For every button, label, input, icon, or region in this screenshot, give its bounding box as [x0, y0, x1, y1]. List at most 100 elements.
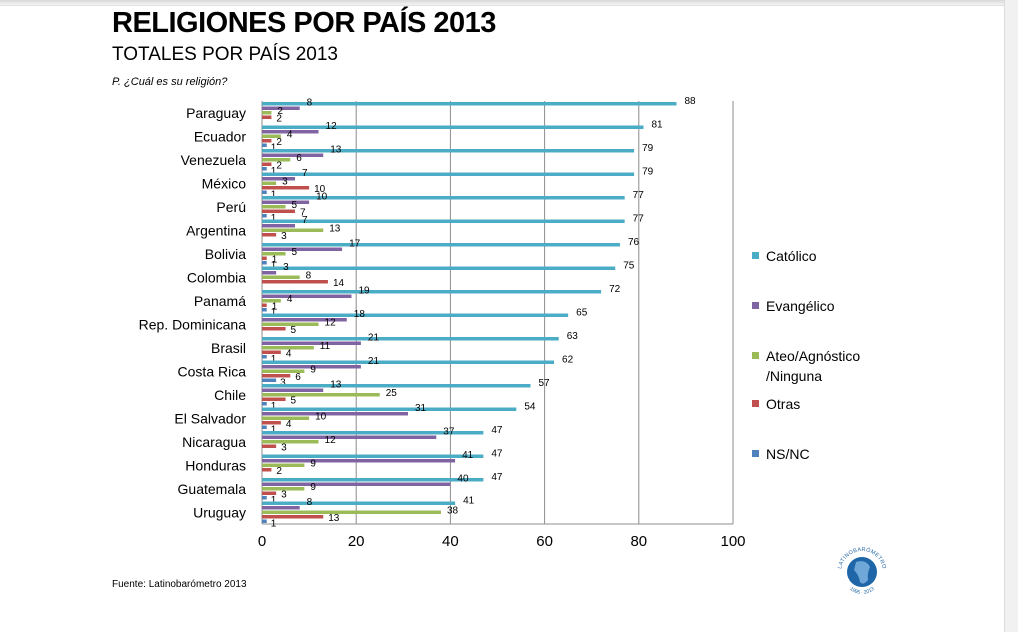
- data-label-catolico: 47: [491, 425, 503, 436]
- bar-evangelico: [262, 271, 277, 275]
- data-label-catolico: 41: [463, 496, 475, 507]
- bar-evangelico: [262, 388, 324, 392]
- data-label-catolico: 77: [633, 190, 645, 201]
- data-label-otras: 3: [281, 443, 287, 454]
- data-label-otras: 1: [272, 302, 278, 313]
- bar-nsnc: [262, 496, 267, 500]
- category-label: Perú: [216, 199, 246, 215]
- bar-otras: [262, 374, 291, 378]
- legend-label-nsnc: NS/NC: [766, 446, 810, 462]
- bar-evangelico: [262, 506, 300, 510]
- data-label-otras: 3: [281, 490, 287, 501]
- data-label-ateo: 6: [296, 153, 302, 164]
- bar-catolico: [262, 266, 616, 270]
- data-label-otras: 2: [276, 137, 282, 148]
- category-label: Chile: [214, 387, 246, 403]
- data-label-evangelico: 7: [302, 215, 308, 226]
- bar-evangelico: [262, 106, 300, 110]
- bar-nsnc: [262, 519, 267, 523]
- bar-catolico: [262, 290, 602, 294]
- data-label-evangelico: 8: [307, 98, 313, 109]
- bar-evangelico: [262, 435, 437, 439]
- data-label-nsnc: 1: [271, 519, 277, 530]
- category-label: Honduras: [185, 457, 246, 473]
- bar-catolico: [262, 407, 517, 411]
- bar-ateo: [262, 181, 277, 185]
- data-label-catolico: 65: [576, 308, 588, 319]
- data-label-ateo: 4: [287, 294, 293, 305]
- bar-catolico: [262, 454, 484, 458]
- legend-label-ateo: Ateo/Agnóstico /Ninguna: [766, 348, 861, 384]
- data-label-evangelico: 13: [330, 380, 342, 391]
- data-label-otras: 4: [286, 419, 292, 430]
- bar-nsnc: [262, 143, 267, 147]
- data-label-catolico: 75: [623, 261, 635, 272]
- data-label-nsnc: 1: [271, 425, 277, 436]
- bar-catolico: [262, 196, 625, 200]
- data-label-nsnc: 1: [271, 143, 277, 154]
- bar-otras: [262, 115, 272, 119]
- data-label-catolico: 72: [609, 284, 621, 295]
- bar-catolico: [262, 360, 555, 364]
- data-label-evangelico: 3: [283, 262, 289, 273]
- bar-ateo: [262, 111, 272, 115]
- data-label-evangelico: 7: [302, 168, 308, 179]
- data-label-otras: 2: [276, 114, 282, 125]
- category-label: Rep. Dominicana: [139, 316, 247, 332]
- data-label-ateo: 10: [315, 412, 327, 423]
- data-label-evangelico: 31: [415, 403, 427, 414]
- bar-ateo: [262, 393, 380, 397]
- data-label-evangelico: 41: [462, 450, 474, 461]
- bar-evangelico: [262, 365, 361, 369]
- bar-nsnc: [262, 190, 267, 194]
- bar-ateo: [262, 510, 441, 514]
- bar-ateo: [262, 463, 305, 467]
- data-label-ateo: 25: [386, 388, 398, 399]
- category-label: Colombia: [187, 269, 246, 285]
- x-tick-label: 100: [720, 533, 745, 550]
- data-label-otras: 1: [272, 255, 278, 266]
- data-label-otras: 7: [300, 208, 306, 219]
- data-label-ateo: 5: [292, 200, 298, 211]
- data-label-ateo: 12: [325, 318, 337, 329]
- data-label-otras: 10: [314, 184, 326, 195]
- bar-evangelico: [262, 130, 319, 134]
- legend-swatch-ateo: [752, 352, 759, 359]
- data-label-catolico: 47: [491, 472, 503, 483]
- bar-nsnc: [262, 261, 267, 265]
- bar-evangelico: [262, 412, 409, 416]
- data-label-otras: 2: [276, 161, 282, 172]
- data-label-evangelico: 13: [330, 145, 342, 156]
- legend-swatch-catolico: [752, 252, 759, 259]
- bar-catolico: [262, 172, 635, 176]
- bar-otras: [262, 303, 267, 307]
- data-label-otras: 6: [295, 372, 301, 383]
- data-label-ateo: 11: [320, 341, 331, 352]
- page-subtitle: TOTALES POR PAÍS 2013: [112, 44, 338, 65]
- data-label-nsnc: 1: [271, 401, 277, 412]
- bar-evangelico: [262, 200, 310, 204]
- data-label-catolico: 77: [633, 214, 645, 225]
- legend-swatch-nsnc: [752, 450, 759, 457]
- window-right-strip: [1004, 0, 1018, 632]
- category-label: Ecuador: [194, 128, 246, 144]
- window-top-strip: [0, 0, 1018, 6]
- legend-label-catolico: Católico: [766, 248, 817, 264]
- data-label-otras: 3: [281, 231, 287, 242]
- latinobarometro-logo: LATINOBARÓMETRO 1995 · 2013: [837, 546, 886, 596]
- bar-catolico: [262, 478, 484, 482]
- legend-swatch-otras: [752, 400, 759, 407]
- logo-years: 1995 · 2013: [849, 586, 876, 596]
- logo-continent: [854, 561, 870, 584]
- data-label-catolico: 81: [652, 120, 664, 131]
- bar-evangelico: [262, 177, 295, 181]
- bar-nsnc: [262, 355, 267, 359]
- bar-catolico: [262, 337, 559, 341]
- bar-nsnc: [262, 425, 267, 429]
- data-label-ateo: 4: [287, 130, 293, 141]
- bar-nsnc: [262, 402, 267, 406]
- data-label-catolico: 54: [524, 402, 536, 413]
- data-label-ateo: 13: [329, 224, 341, 235]
- bar-evangelico: [262, 247, 343, 251]
- data-label-otras: 2: [276, 466, 282, 477]
